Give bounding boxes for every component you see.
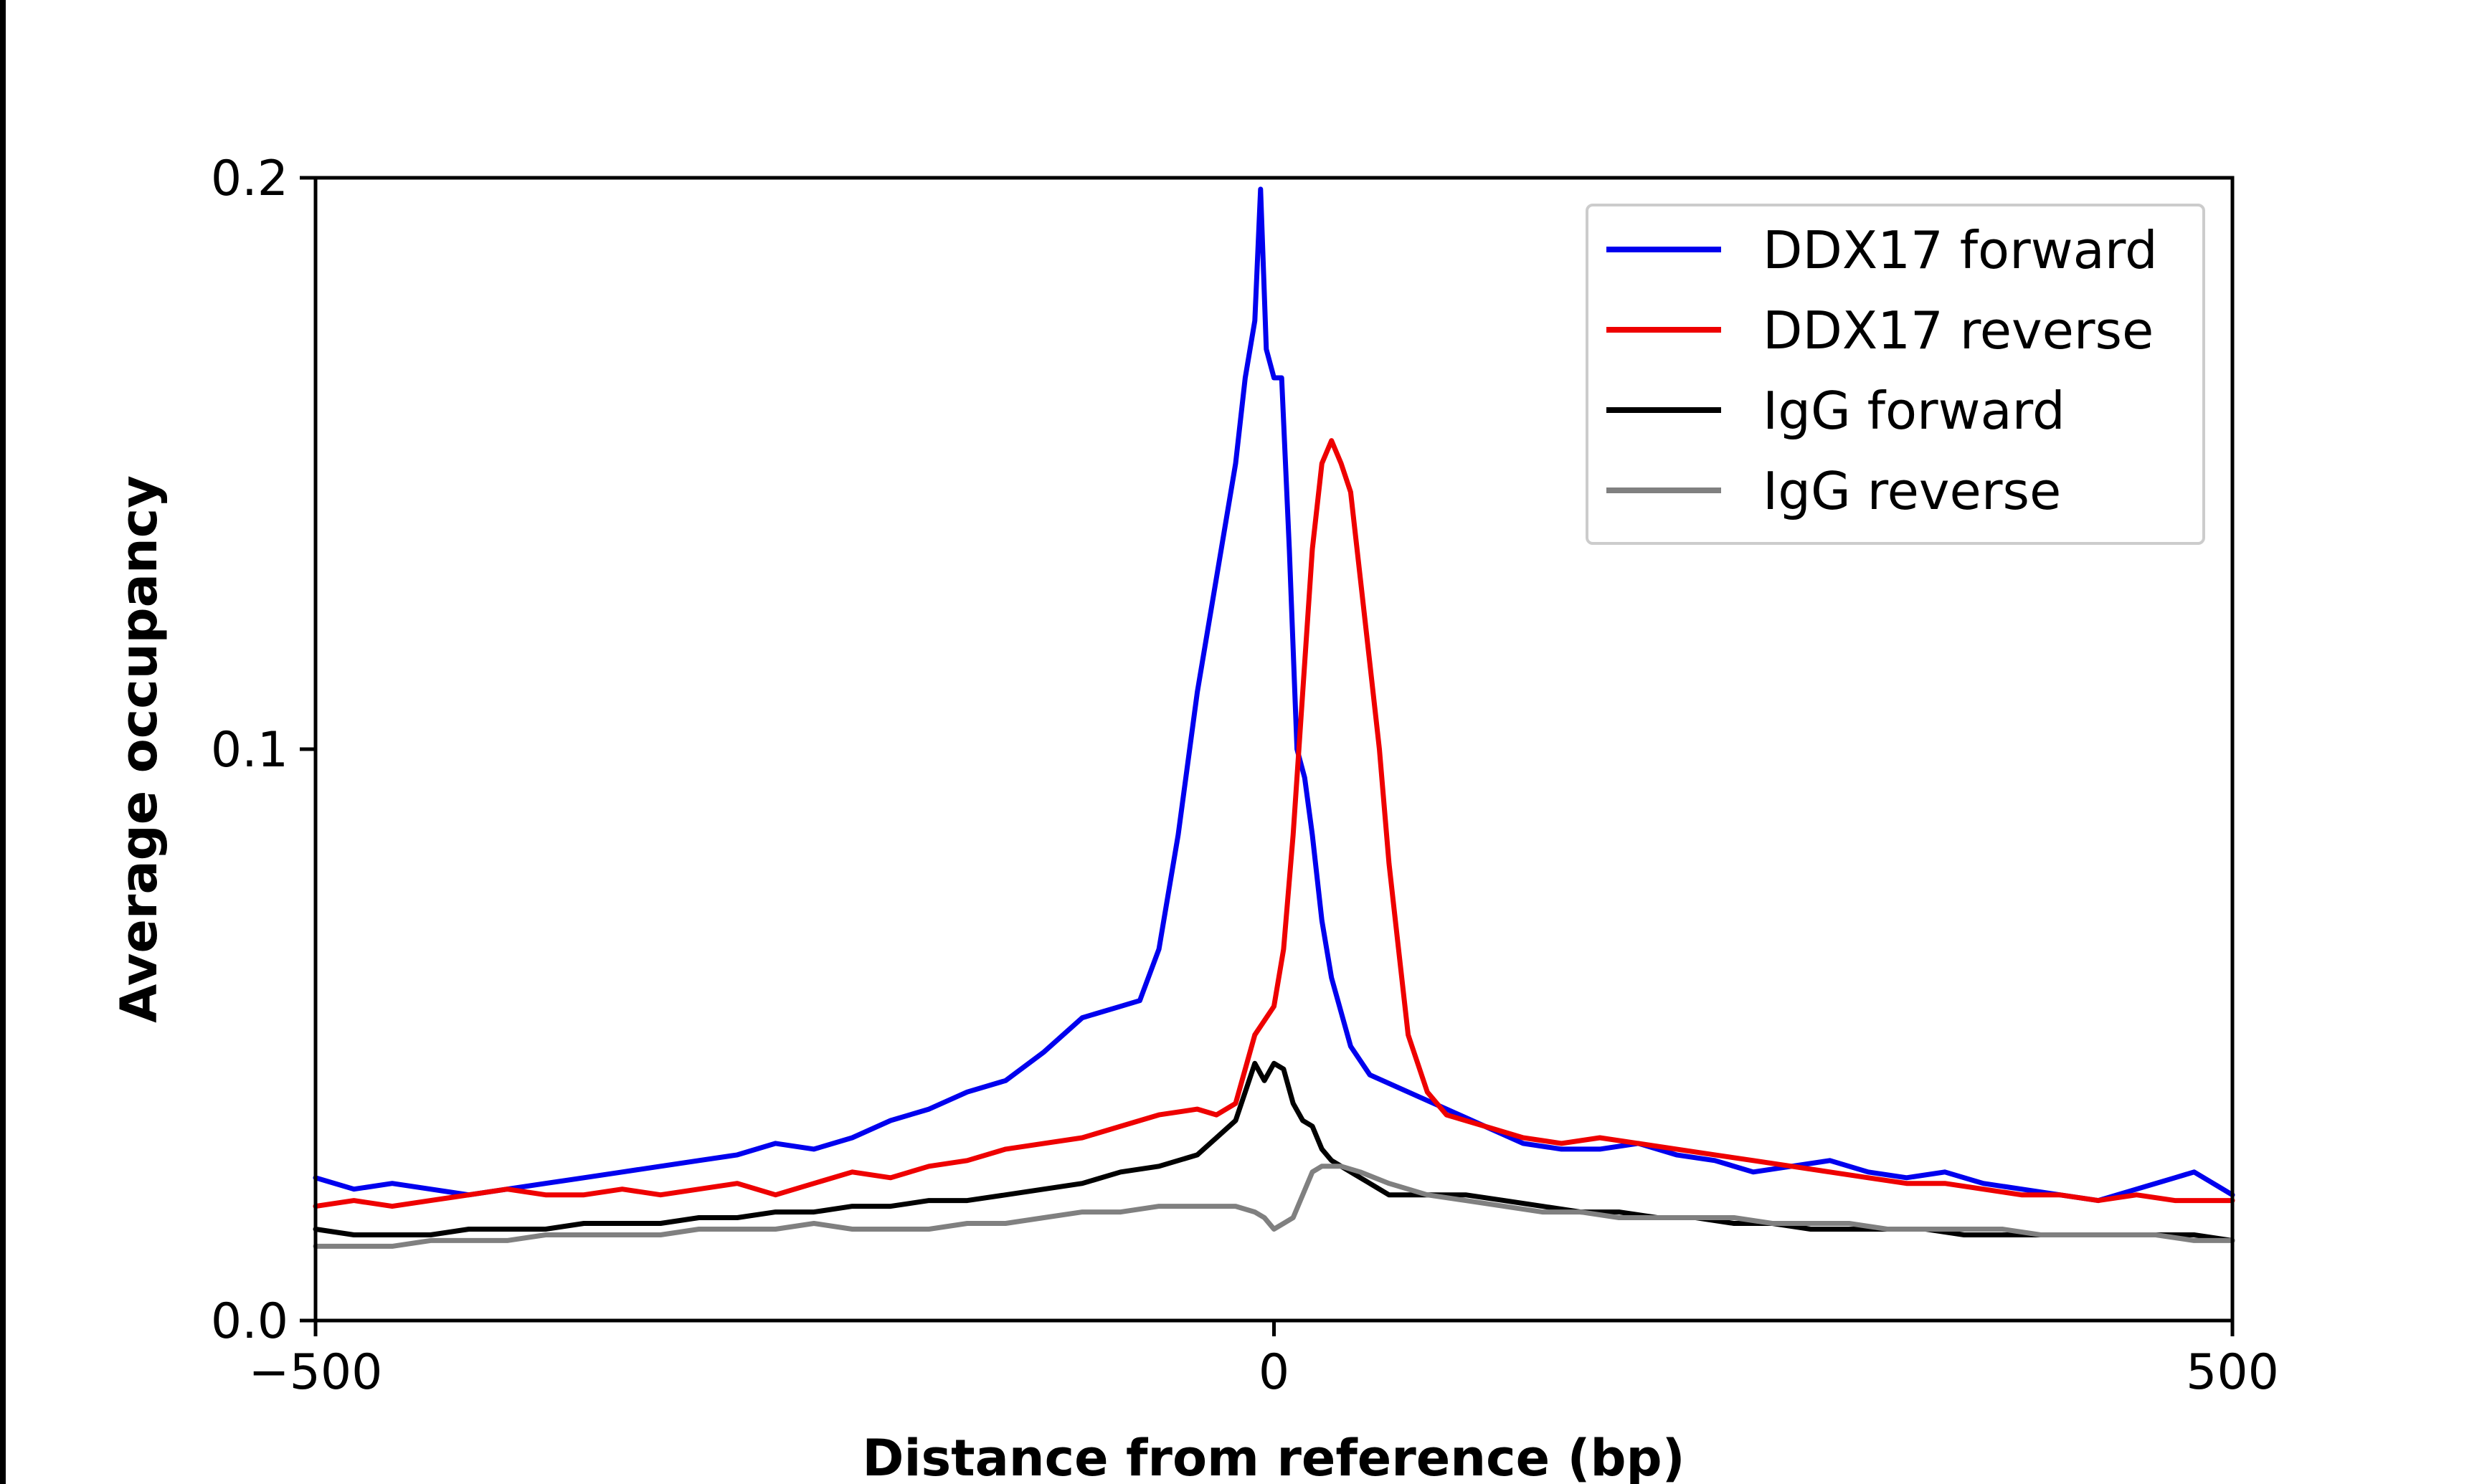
legend: DDX17 forward DDX17 reverse IgG forward IgG… — [1586, 204, 2205, 545]
x-tick-label: −500 — [249, 1344, 383, 1401]
legend-label: IgG forward — [1763, 381, 2065, 441]
x-axis-title: Distance from reference (bp) — [862, 1429, 1685, 1484]
legend-label: DDX17 forward — [1763, 220, 2158, 280]
x-axis: −500 0 500 — [249, 1321, 2279, 1401]
series-line-2 — [313, 438, 2235, 1209]
series-line-1 — [313, 186, 2235, 1204]
y-tick-label: 0.0 — [211, 1293, 288, 1350]
legend-items: DDX17 forward DDX17 reverse IgG forward IgG… — [1606, 220, 2158, 521]
y-axis-title: Average occupancy — [110, 475, 169, 1023]
figure-left-border — [0, 0, 6, 1484]
x-tick-label: 0 — [1259, 1344, 1289, 1401]
y-tick-label: 0.2 — [211, 151, 288, 207]
series-line-3 — [313, 1060, 2235, 1243]
y-axis: 0.0 0.1 0.2 — [211, 151, 316, 1350]
series-layer — [313, 186, 2235, 1249]
legend-box — [1586, 204, 2205, 545]
series-line-4 — [313, 1164, 2235, 1249]
x-tick-label: 500 — [2186, 1344, 2279, 1401]
legend-label: IgG reverse — [1763, 461, 2061, 521]
y-tick-label: 0.1 — [211, 722, 288, 779]
legend-label: DDX17 reverse — [1763, 300, 2154, 361]
